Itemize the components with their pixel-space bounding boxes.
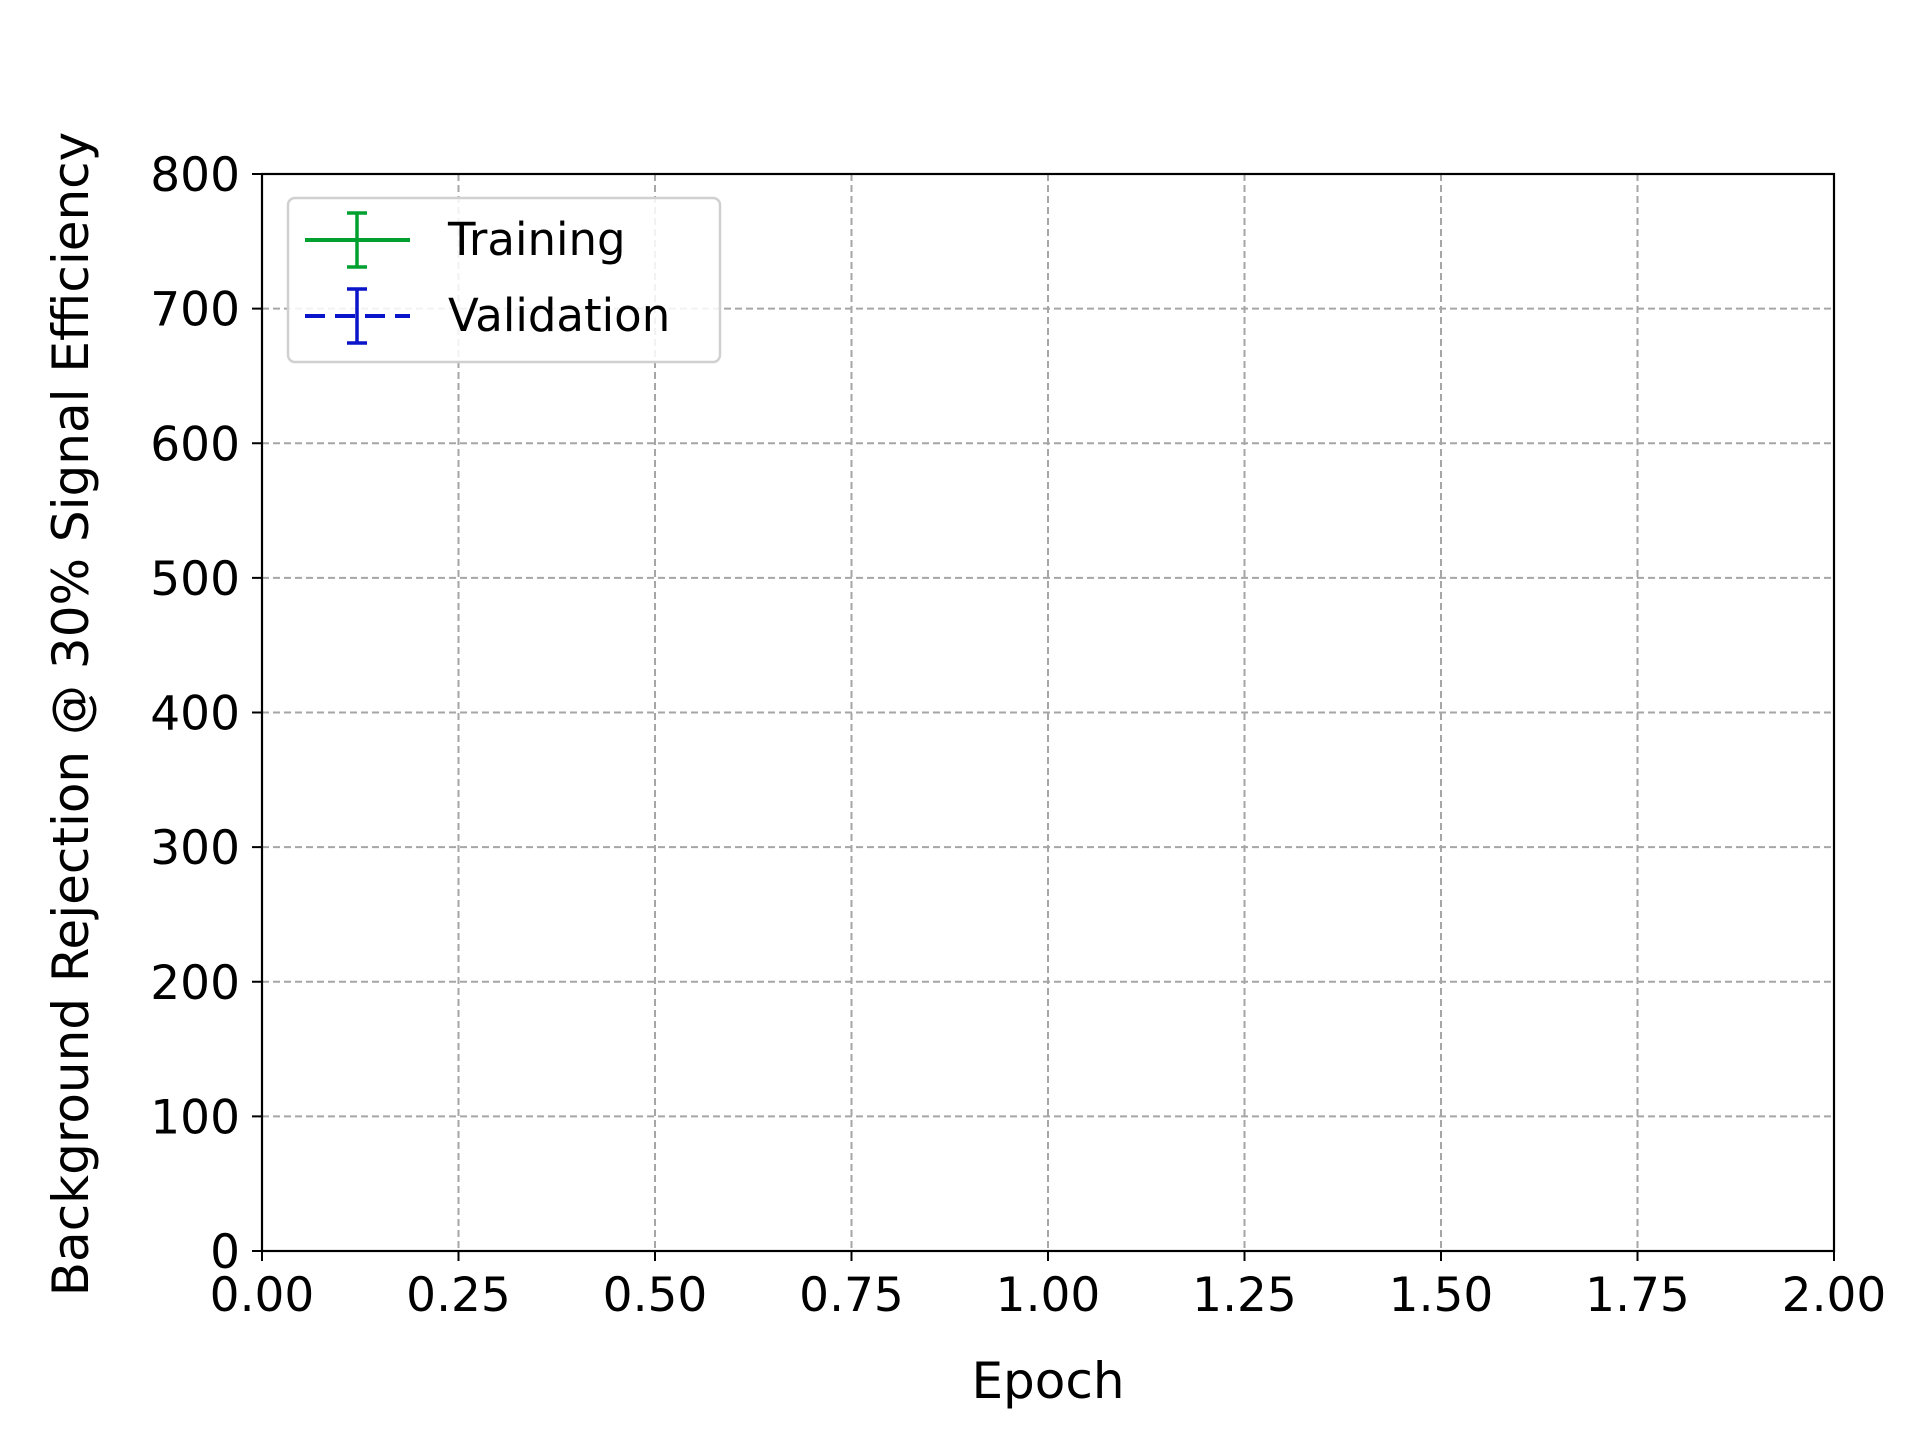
y-axis-label: Background Rejection @ 30% Signal Effici… — [42, 132, 100, 1297]
y-axis-ticks: 0 100 200 300 400 500 600 700 800 — [150, 148, 262, 1280]
x-tick-label: 0.25 — [406, 1268, 511, 1323]
x-tick-label: 1.25 — [1192, 1268, 1297, 1323]
legend-entry: Training — [305, 211, 626, 269]
legend-entries: Training Validation — [305, 211, 670, 345]
x-tick-label: 0.00 — [210, 1268, 315, 1323]
legend-label: Validation — [448, 289, 670, 342]
x-axis-label: Epoch — [971, 1352, 1124, 1410]
plot-frame — [260, 172, 1836, 1253]
y-tick-label: 300 — [150, 821, 240, 876]
y-tick-label: 0 — [210, 1225, 240, 1280]
x-axis-ticks: 0.00 0.25 0.50 0.75 1.00 1.25 1.50 1.75 2.00 — [210, 1251, 1887, 1323]
x-tick-label: 1.50 — [1389, 1268, 1494, 1323]
y-tick-label: 700 — [150, 283, 240, 338]
x-tick-label: 0.50 — [603, 1268, 708, 1323]
y-tick-label: 800 — [150, 148, 240, 203]
x-tick-label: 1.75 — [1585, 1268, 1690, 1323]
legend-entry: Validation — [305, 287, 670, 345]
legend: Training Validation — [286, 196, 722, 364]
x-tick-label: 1.00 — [996, 1268, 1101, 1323]
y-tick-label: 100 — [150, 1090, 240, 1145]
x-tick-label: 2.00 — [1782, 1268, 1887, 1323]
y-tick-label: 200 — [150, 956, 240, 1011]
y-tick-label: 400 — [150, 687, 240, 742]
x-tick-label: 0.75 — [799, 1268, 904, 1323]
y-tick-label: 500 — [150, 552, 240, 607]
legend-label: Training — [447, 213, 626, 266]
y-tick-label: 600 — [150, 417, 240, 472]
